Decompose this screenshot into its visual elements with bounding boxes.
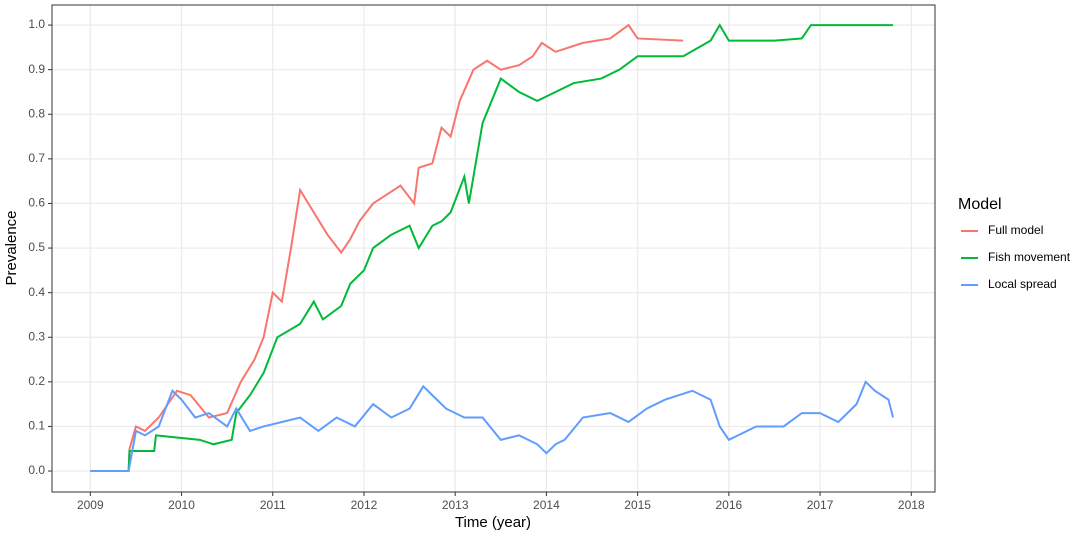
y-tick-label: 0.7 [28,151,45,165]
y-tick-label: 0.8 [28,106,45,120]
legend-title: Model [958,196,1002,213]
x-tick-label: 2014 [533,498,560,512]
x-tick-label: 2018 [898,498,925,512]
x-tick-label: 2009 [77,498,104,512]
legend-label: Local spread [988,277,1057,291]
x-tick-label: 2013 [442,498,469,512]
x-tick-label: 2016 [715,498,742,512]
y-axis-title: Prevalence [3,210,20,285]
x-tick-label: 2011 [260,498,286,512]
y-tick-label: 0.9 [28,62,45,76]
legend-label: Full model [988,223,1043,237]
y-tick-label: 0.3 [28,329,45,343]
x-tick-label: 2012 [351,498,378,512]
series-line [90,23,894,473]
x-tick-label: 2015 [624,498,651,512]
y-tick-label: 0.2 [28,374,45,388]
x-axis-title: Time (year) [455,514,531,531]
y-tick-label: 1.0 [28,17,45,31]
series-line [90,380,895,473]
y-tick-label: 0.1 [28,419,45,433]
y-tick-label: 0.5 [28,240,45,254]
y-tick-label: 0.6 [28,196,45,210]
x-tick-label: 2010 [168,498,195,512]
y-tick-label: 0.0 [28,463,45,477]
legend-label: Fish movement [988,250,1071,264]
panel-border [51,4,936,493]
x-tick-label: 2017 [807,498,834,512]
series-line [90,23,684,473]
y-tick-label: 0.4 [28,285,45,299]
